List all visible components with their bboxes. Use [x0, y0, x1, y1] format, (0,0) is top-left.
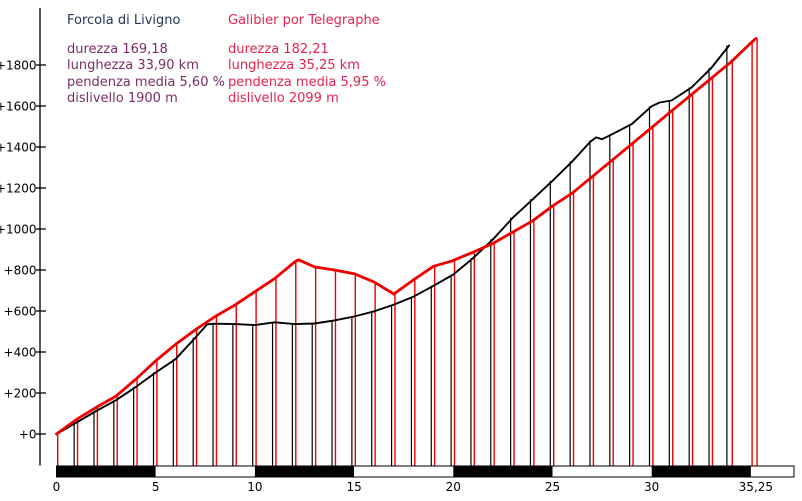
x-tick-label: 35,25	[739, 480, 773, 494]
y-tick-label: +400	[4, 346, 37, 360]
galibier-dislivello: dislivello 2099 m	[228, 91, 339, 107]
y-tick-label: +800	[4, 264, 37, 278]
x-tick-label: 25	[545, 480, 560, 494]
legend-galibier-stats: durezza 182,21 lunghezza 35,25 km penden…	[228, 42, 386, 108]
x-tick-label: 0	[53, 480, 61, 494]
km-markers-forcola	[73, 45, 728, 466]
strip-segment	[552, 466, 652, 477]
galibier-lunghezza: lunghezza 35,25 km	[228, 58, 360, 74]
y-tick-label: +0	[19, 428, 37, 442]
km-markers-galibier	[57, 38, 758, 466]
y-tick-label: +1000	[0, 223, 37, 237]
strip-segment	[254, 466, 355, 477]
y-tick-label: +1800	[0, 59, 37, 73]
legend-forcola-title: Forcola di Livigno	[67, 13, 181, 28]
x-tick-label: 10	[247, 480, 262, 494]
strip-segment	[56, 466, 156, 477]
distance-strip	[56, 465, 795, 478]
forcola-pendenza: pendenza media 5,60 %	[67, 74, 225, 90]
x-tick-label: 15	[346, 480, 361, 494]
strip-segment	[750, 466, 794, 477]
strip-segment	[453, 466, 553, 477]
forcola-durezza: durezza 169,18	[67, 42, 168, 57]
galibier-pendenza: pendenza media 5,95 %	[228, 74, 386, 90]
y-tick-label: +200	[4, 387, 37, 401]
y-tick-label: +1400	[0, 141, 37, 155]
forcola-lunghezza: lunghezza 33,90 km	[67, 58, 199, 74]
x-tick-label: 20	[446, 480, 461, 494]
x-tick-label: 30	[644, 480, 659, 494]
strip-segment	[155, 466, 255, 477]
y-axis: +0 +200 +400 +600 +800 +1000 +1200 +1400 +1600 +1…	[0, 8, 46, 466]
legend-galibier-title: Galibier por Telegraphe	[228, 13, 380, 28]
x-tick-label: 5	[152, 480, 160, 494]
legend-forcola-stats: durezza 169,18 lunghezza 33,90 km penden…	[67, 42, 225, 108]
y-tick-label: +1200	[0, 182, 37, 196]
y-tick-label: +600	[4, 305, 37, 319]
profile-line-galibier	[55, 37, 758, 436]
forcola-dislivello: dislivello 1900 m	[67, 91, 178, 107]
profile-line-forcola	[55, 44, 731, 435]
strip-border	[56, 465, 795, 478]
x-axis-labels: 0 5 10 15 20 25 30 35,25	[53, 480, 773, 494]
strip-segment	[354, 466, 454, 477]
strip-segment	[651, 466, 751, 477]
galibier-durezza: durezza 182,21	[228, 42, 329, 57]
y-tick-label: +1600	[0, 100, 37, 114]
